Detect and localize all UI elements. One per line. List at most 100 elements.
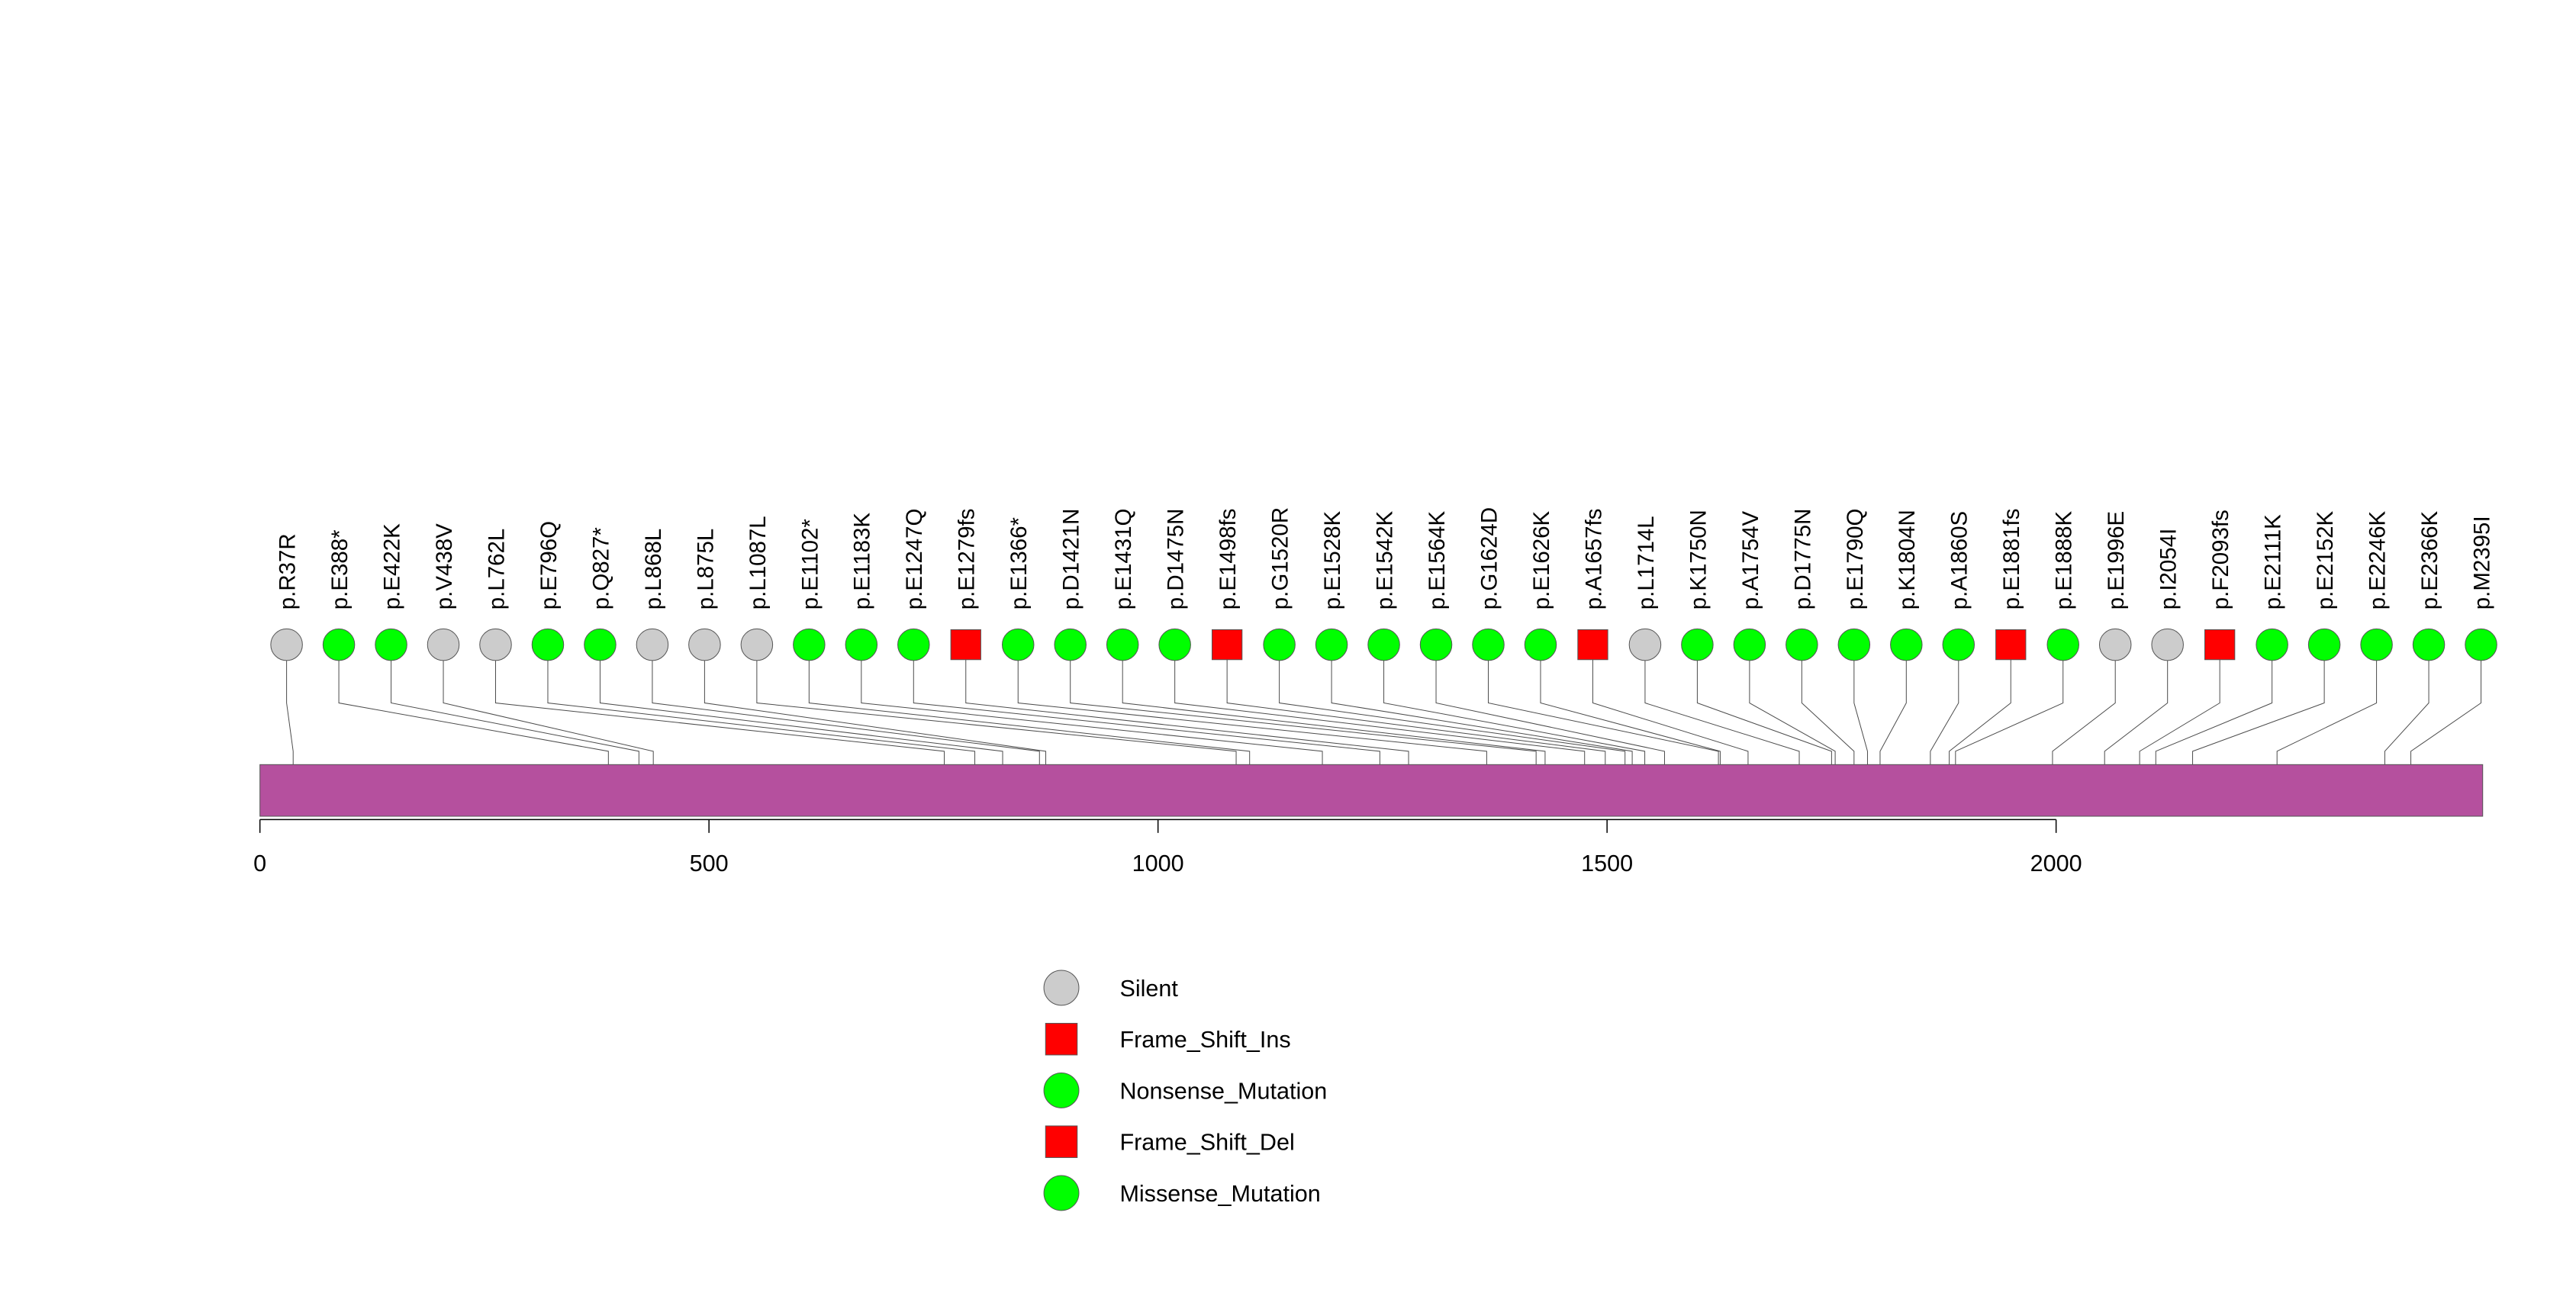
mutation-marker: [2412, 628, 2446, 661]
mutation-connector: [1853, 645, 1868, 765]
mutation-connector: [1122, 645, 1546, 765]
mutation-connector: [1279, 645, 1626, 765]
mutation-label: p.D1775N: [1790, 509, 1815, 610]
legend-label: Nonsense_Mutation: [1119, 1078, 1327, 1104]
mutation-marker: [1837, 628, 1871, 661]
mutation-label: p.V438V: [432, 523, 457, 610]
mutation-label: p.E2111K: [2261, 514, 2286, 610]
mutation-connector: [652, 645, 1040, 765]
legend: Silent Frame_Shift_Ins Nonsense_Mutation Fr…: [1043, 970, 1327, 1211]
mutation-connector: [2155, 645, 2273, 765]
x-tick-label: 500: [690, 851, 729, 876]
mutation-marker: [845, 628, 878, 661]
mutation-connector: [756, 645, 1237, 765]
mutation-marker: [793, 628, 826, 661]
mutation-connector: [2052, 645, 2116, 765]
mutation-label: p.Q827*: [588, 527, 613, 610]
mutation-connector: [1488, 645, 1719, 765]
mutation-marker: [1472, 628, 1505, 661]
mutation-label: p.L875L: [693, 529, 718, 610]
marker-layer: [270, 628, 2497, 661]
mutation-connector: [2104, 645, 2169, 765]
mutation-marker: [1681, 628, 1714, 661]
silent-marker: [2151, 628, 2184, 661]
mutation-marker: [1367, 628, 1400, 661]
mutation-marker: [1054, 628, 1087, 661]
legend-swatch-circle: [1043, 1175, 1080, 1211]
mutation-marker: [1524, 628, 1557, 661]
protein-bar: [259, 764, 2484, 817]
mutation-connector: [286, 645, 294, 765]
mutation-marker: [1315, 628, 1348, 661]
mutation-label: p.R37R: [275, 533, 301, 610]
silent-marker: [479, 628, 512, 661]
mutation-connector: [1592, 645, 1749, 765]
mutation-label: p.A1754V: [1738, 510, 1763, 610]
mutation-connector: [1331, 645, 1633, 765]
label-layer: p.R37R p.E388* p.E422K p.V438V p.L762L p.E796…: [275, 507, 2495, 610]
frameshift-marker: [1577, 629, 1608, 661]
mutation-marker: [531, 628, 565, 661]
mutation-connector: [391, 645, 639, 765]
mutation-marker: [1106, 628, 1139, 661]
mutation-label: p.L1714L: [1634, 516, 1659, 610]
mutation-marker: [2046, 628, 2079, 661]
mutation-connector: [599, 645, 1003, 765]
mutation-label: p.D1475N: [1164, 509, 1189, 610]
x-axis: 0 500 1000 1500 2000: [253, 819, 2082, 876]
mutation-connector: [965, 645, 1409, 765]
mutation-label: p.E1888K: [2052, 510, 2077, 610]
mutation-connector: [2192, 645, 2325, 765]
mutation-label: p.E1542K: [1372, 510, 1397, 610]
silent-marker: [427, 628, 460, 661]
mutation-label: p.E422K: [379, 523, 404, 610]
mutation-label: p.E1279fs: [955, 509, 980, 610]
mutation-marker: [1785, 628, 1818, 661]
mutation-marker: [584, 628, 617, 661]
mutation-label: p.E1498fs: [1216, 509, 1241, 610]
x-tick-label: 1500: [1581, 851, 1633, 876]
legend-swatch-circle: [1043, 970, 1080, 1006]
mutation-connector: [1879, 645, 1907, 765]
mutation-label: p.A1860S: [1947, 511, 1972, 610]
mutation-connector: [547, 645, 976, 765]
mutation-label: p.E1564K: [1425, 510, 1450, 610]
mutation-label: p.E388*: [327, 529, 353, 610]
mutation-connector: [1540, 645, 1721, 765]
mutation-connector: [2384, 645, 2429, 765]
mutation-label: p.E1183K: [850, 513, 875, 610]
mutation-label: p.E2366K: [2417, 510, 2442, 610]
mutation-connector: [494, 645, 945, 765]
mutation-connector: [1435, 645, 1665, 765]
mutation-label: p.L868L: [641, 529, 666, 610]
mutation-marker: [897, 628, 930, 661]
mutation-label: p.G1520R: [1268, 507, 1293, 610]
mutation-connector: [1930, 645, 1959, 765]
x-tick-label: 1000: [1132, 851, 1184, 876]
mutation-marker: [2465, 628, 2497, 661]
mutation-label: p.K1804N: [1895, 510, 1920, 610]
mutation-connector: [861, 645, 1323, 765]
mutation-connector: [1801, 645, 1855, 765]
legend-swatch-square: [1045, 1022, 1078, 1056]
mutation-connector: [2139, 645, 2220, 765]
silent-marker: [688, 628, 721, 661]
mutation-marker: [2307, 628, 2341, 661]
mutation-label: p.I2054I: [2156, 529, 2182, 610]
legend-swatch-square: [1045, 1125, 1078, 1158]
mutation-label: p.G1624D: [1476, 507, 1502, 610]
mutation-label: p.E1626K: [1529, 510, 1554, 610]
mutation-marker: [1942, 628, 1975, 661]
mutation-marker: [1263, 628, 1296, 661]
mutation-connector: [1644, 645, 1800, 765]
mutation-connector: [1696, 645, 1832, 765]
mutation-connector: [1955, 645, 2064, 765]
mutation-marker: [1419, 628, 1453, 661]
mutation-label: p.E796Q: [536, 521, 562, 610]
x-tick-label: 2000: [2030, 851, 2082, 876]
mutation-label: p.E1102*: [797, 519, 823, 610]
silent-marker: [2098, 628, 2132, 661]
mutation-connector: [704, 645, 1047, 765]
mutation-marker: [2256, 628, 2288, 661]
